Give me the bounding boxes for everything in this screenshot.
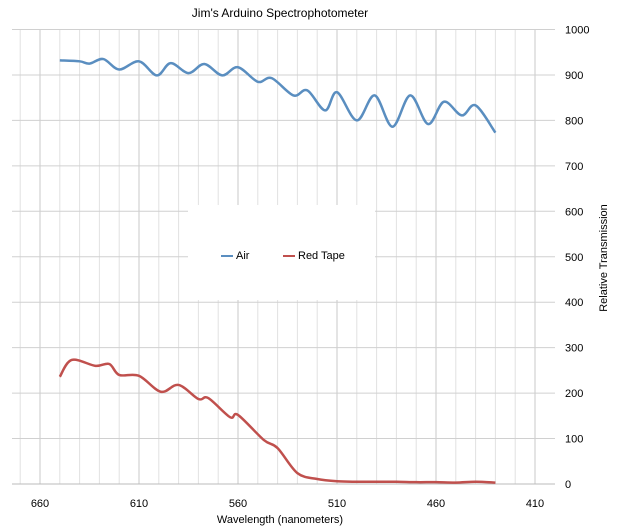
y-tick-label: 0 [565, 479, 571, 491]
x-axis-label: Wavelength (nanometers) [216, 514, 344, 526]
y-tick-label: 600 [565, 206, 583, 218]
legend: Air Red Tape [188, 205, 375, 300]
y-tick-label: 700 [565, 161, 583, 173]
series-line-air [59, 57, 497, 134]
chart-title: Jim's Arduino Spectrophotometer [191, 6, 369, 20]
y-tick-label: 400 [565, 297, 583, 309]
x-tick-label: 510 [328, 498, 346, 510]
legend-item-red-tape: Red Tape [283, 250, 345, 262]
x-tick-label: 610 [130, 498, 148, 510]
y-tick-label: 1000 [565, 25, 589, 37]
legend-label-air: Air [236, 250, 250, 262]
x-tick-label: 460 [427, 498, 445, 510]
y-tick-label: 300 [565, 343, 583, 355]
x-tick-label: 410 [526, 498, 544, 510]
y-tick-label: 500 [565, 252, 583, 264]
y-tick-label: 200 [565, 388, 583, 400]
series-line-red-tape [58, 358, 496, 484]
legend-swatch-air [221, 255, 233, 257]
x-tick-label: 660 [31, 498, 49, 510]
legend-item-air: Air [221, 250, 249, 262]
x-tick-label: 560 [229, 498, 247, 510]
y-tick-label: 100 [565, 434, 583, 446]
legend-label-red-tape: Red Tape [298, 250, 345, 262]
y-tick-label: 800 [565, 115, 583, 127]
y-axis-label: Relative Transmission [598, 204, 610, 312]
y-tick-label: 900 [565, 70, 583, 82]
legend-swatch-red-tape [283, 255, 295, 257]
